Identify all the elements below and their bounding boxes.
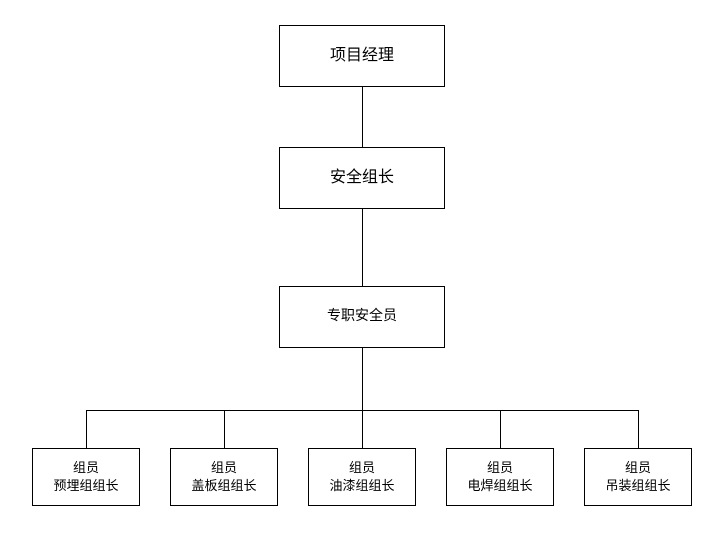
- edge: [362, 87, 363, 147]
- node-label: 项目经理: [330, 45, 394, 67]
- node-line2: 油漆组组长: [329, 477, 394, 495]
- org-chart: 项目经理 安全组长 专职安全员 组员 预埋组组长 组员 盖板组组长 组员 油漆组…: [0, 0, 724, 541]
- edge: [362, 410, 363, 448]
- node-member-paint: 组员 油漆组组长: [308, 448, 416, 506]
- node-line1: 组员: [487, 459, 513, 477]
- node-line2: 吊装组组长: [605, 477, 670, 495]
- node-safety-officer: 专职安全员: [279, 286, 445, 348]
- node-line2: 盖板组组长: [191, 477, 256, 495]
- edge: [224, 410, 225, 448]
- node-label: 专职安全员: [327, 307, 397, 327]
- edge: [638, 410, 639, 448]
- edge: [362, 209, 363, 286]
- node-safety-leader: 安全组长: [279, 147, 445, 209]
- node-member-welding: 组员 电焊组组长: [446, 448, 554, 506]
- node-member-prebury: 组员 预埋组组长: [32, 448, 140, 506]
- node-label: 安全组长: [330, 167, 394, 189]
- edge: [362, 348, 363, 410]
- node-line1: 组员: [625, 459, 651, 477]
- node-line1: 组员: [211, 459, 237, 477]
- node-line2: 预埋组组长: [53, 477, 118, 495]
- node-line1: 组员: [73, 459, 99, 477]
- node-line2: 电焊组组长: [467, 477, 532, 495]
- node-project-manager: 项目经理: [279, 25, 445, 87]
- node-member-hoisting: 组员 吊装组组长: [584, 448, 692, 506]
- edge: [86, 410, 87, 448]
- node-line1: 组员: [349, 459, 375, 477]
- node-member-cover: 组员 盖板组组长: [170, 448, 278, 506]
- edge: [500, 410, 501, 448]
